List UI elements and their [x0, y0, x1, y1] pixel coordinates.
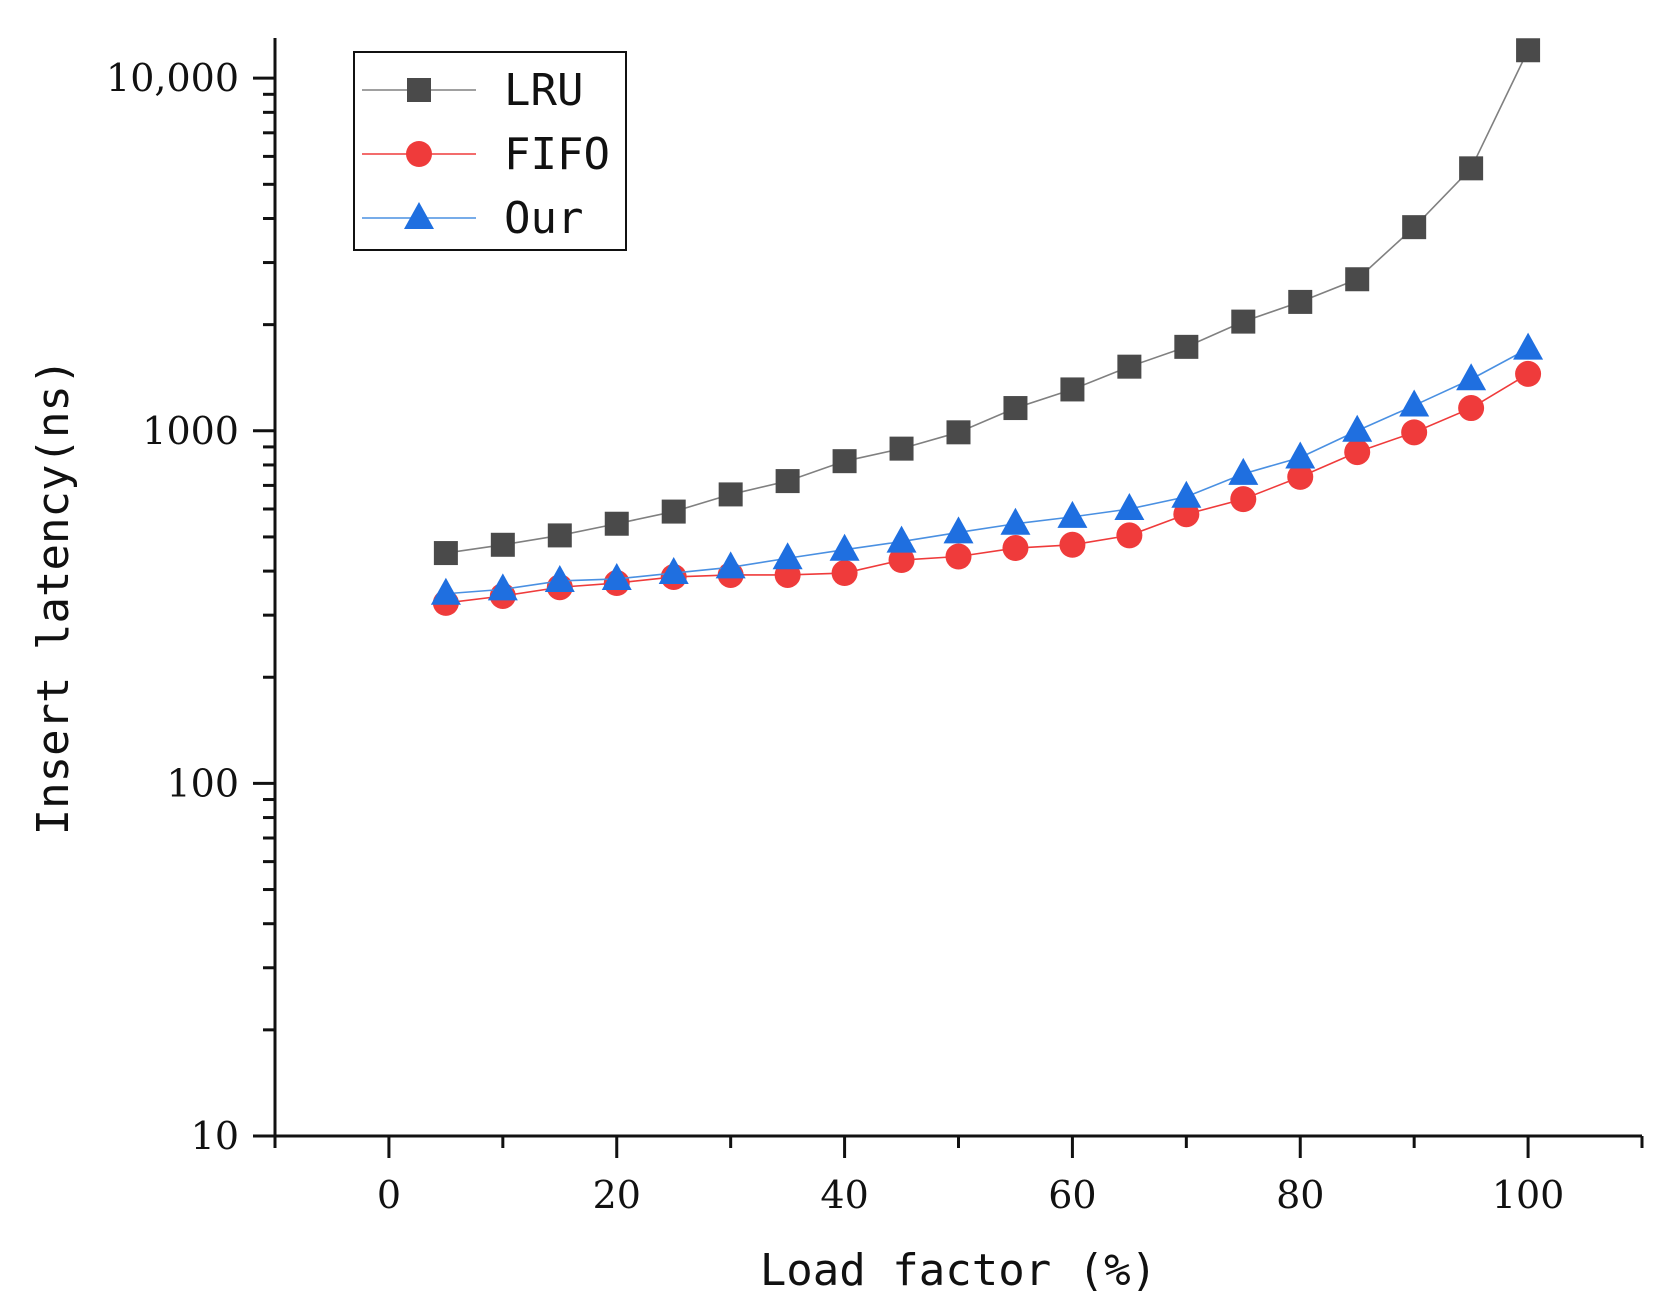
series-lru	[433, 38, 1541, 566]
data-point-lru	[1402, 215, 1427, 240]
data-point-fifo	[1401, 419, 1428, 446]
legend-item-our: Our	[362, 193, 583, 244]
data-point-lru	[490, 532, 515, 557]
x-tick-label: 20	[593, 1173, 641, 1217]
data-point-lru	[1459, 156, 1484, 181]
data-point-our	[772, 542, 803, 570]
data-point-our	[1000, 507, 1031, 535]
series-line-fifo	[445, 373, 1529, 604]
data-point-lru	[946, 420, 971, 445]
series-line-our	[445, 347, 1529, 595]
legend-marker-our	[404, 202, 434, 229]
y-axis-title: Insert latency(ns)	[28, 359, 79, 836]
data-point-fifo	[1515, 360, 1542, 387]
data-point-lru	[547, 523, 572, 548]
data-point-fifo	[1458, 395, 1485, 422]
data-point-fifo	[831, 560, 858, 587]
y-tick-label: 100	[166, 761, 239, 805]
data-point-lru	[1174, 334, 1199, 359]
data-point-fifo	[1002, 535, 1029, 562]
data-point-our	[1342, 414, 1373, 442]
x-tick-label: 100	[1492, 1173, 1565, 1217]
data-point-our	[886, 525, 917, 553]
data-point-our	[430, 577, 461, 605]
x-tick-label: 80	[1276, 1173, 1324, 1217]
data-point-our	[1285, 441, 1316, 469]
data-point-lru	[661, 499, 686, 524]
y-tick-label: 10	[191, 1114, 239, 1158]
data-point-our	[1171, 480, 1202, 508]
x-ticks: 0 20 40 60 80 100	[273, 1136, 1644, 1217]
legend-label-fifo: FIFO	[504, 129, 610, 180]
data-point-lru	[889, 436, 914, 461]
data-point-our	[1228, 457, 1259, 485]
data-point-our	[829, 533, 860, 561]
data-point-our	[943, 516, 974, 544]
data-point-fifo	[1230, 486, 1257, 513]
series-layer	[430, 38, 1544, 616]
data-point-our	[1456, 363, 1487, 391]
legend-items: LRU FIFO Our	[362, 65, 610, 244]
data-point-lru	[1516, 38, 1541, 63]
data-point-lru	[832, 449, 857, 474]
legend-marker-lru	[407, 78, 431, 102]
data-point-our	[601, 562, 632, 590]
x-tick-label: 60	[1048, 1173, 1096, 1217]
legend: LRU FIFO Our	[353, 51, 627, 251]
data-point-our	[1513, 332, 1544, 360]
legend-label-lru: LRU	[504, 65, 583, 116]
data-point-lru	[1060, 377, 1085, 402]
data-point-lru	[604, 511, 629, 536]
data-point-fifo	[945, 543, 972, 570]
data-point-our	[658, 557, 689, 585]
series-fifo	[432, 360, 1542, 616]
y-tick-label: 1000	[142, 409, 239, 453]
data-point-lru	[1288, 289, 1313, 314]
legend-marker-fifo	[406, 141, 432, 167]
axes: 0 20 40 60 80 100 10 100 1000 10,000	[106, 38, 1644, 1217]
x-axis-title: Load factor (%)	[760, 1245, 1157, 1296]
data-point-our	[715, 551, 746, 579]
data-point-lru	[1003, 396, 1028, 421]
legend-box	[353, 51, 627, 251]
x-tick-label: 40	[820, 1173, 868, 1217]
y-tick-label: 10,000	[106, 56, 239, 100]
data-point-lru	[775, 469, 800, 494]
x-tick-label: 0	[377, 1173, 401, 1217]
legend-item-fifo: FIFO	[362, 129, 610, 180]
data-point-lru	[718, 482, 743, 507]
data-point-fifo	[1059, 531, 1086, 558]
data-point-fifo	[1287, 463, 1314, 490]
data-point-lru	[433, 541, 458, 566]
legend-label-our: Our	[504, 193, 583, 244]
series-our	[430, 332, 1544, 605]
data-point-fifo	[1344, 439, 1371, 466]
data-point-our	[1114, 493, 1145, 521]
data-point-our	[544, 564, 575, 592]
data-point-fifo	[1116, 522, 1143, 549]
legend-item-lru: LRU	[362, 65, 583, 116]
data-point-lru	[1117, 354, 1142, 379]
data-point-our	[1399, 389, 1430, 417]
data-point-our	[487, 573, 518, 601]
data-point-fifo	[888, 547, 915, 574]
y-ticks: 10 100 1000 10,000	[106, 56, 275, 1158]
data-point-lru	[1231, 309, 1256, 334]
data-point-lru	[1345, 267, 1370, 292]
data-point-our	[1057, 500, 1088, 528]
